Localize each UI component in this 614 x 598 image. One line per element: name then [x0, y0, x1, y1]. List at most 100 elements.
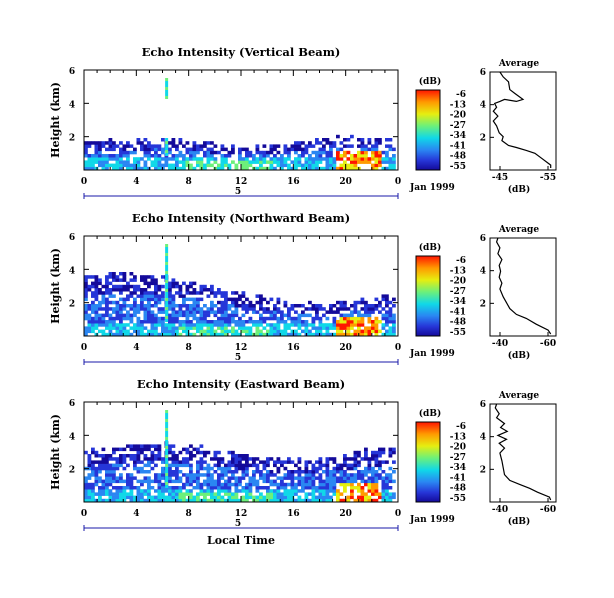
- heatmap-cell: [339, 316, 344, 321]
- heatmap-cell: [262, 473, 267, 477]
- heatmap-cell: [374, 320, 379, 324]
- heatmap-cell: [203, 460, 207, 464]
- heatmap-cell: [213, 157, 218, 161]
- heatmap-cell: [210, 147, 214, 152]
- heatmap-cell: [203, 284, 207, 289]
- panel-title: Echo Intensity (Vertical Beam): [142, 45, 341, 59]
- heatmap-cell: [287, 460, 291, 464]
- heatmap-cell: [231, 470, 235, 474]
- heatmap-cell: [87, 275, 92, 279]
- heatmap-cell: [175, 147, 179, 152]
- heatmap-cell: [329, 498, 333, 503]
- heatmap-cell: [371, 323, 375, 327]
- heatmap-cell: [122, 150, 127, 155]
- heatmap-cell: [294, 144, 298, 148]
- heatmap-cell: [346, 479, 351, 484]
- heatmap-cell: [154, 323, 158, 327]
- heatmap-cell: [304, 479, 309, 484]
- heatmap-cell: [238, 457, 242, 461]
- heatmap-cell: [122, 495, 127, 500]
- heatmap-cell: [143, 326, 148, 330]
- heatmap-cell: [140, 304, 144, 308]
- heatmap-cell: [206, 326, 211, 330]
- heatmap-cell: [203, 329, 207, 334]
- heatmap-cell: [287, 470, 291, 474]
- x-tick-label: 0: [395, 343, 401, 353]
- heatmap-cell: [143, 479, 148, 484]
- average-x-label: -40: [492, 505, 508, 515]
- heatmap-cell: [318, 160, 323, 164]
- heatmap-cell: [241, 495, 246, 500]
- heatmap-cell: [238, 150, 242, 155]
- heatmap-cell: [140, 482, 144, 487]
- heatmap-cell: [339, 141, 344, 145]
- heatmap-cell: [150, 329, 155, 334]
- heatmap-cell: [164, 326, 169, 330]
- heatmap-cell: [91, 470, 95, 474]
- heatmap-cell: [189, 457, 193, 461]
- heatmap-cell: [206, 332, 211, 337]
- heatmap-cell: [304, 495, 309, 500]
- heatmap-cell: [199, 482, 204, 487]
- heatmap-cell: [346, 157, 351, 161]
- heatmap-cell: [126, 304, 130, 308]
- heatmap-cell: [94, 473, 99, 477]
- heatmap-cell: [245, 482, 249, 487]
- heatmap-cell: [304, 460, 309, 464]
- heatmap-cell: [140, 147, 144, 152]
- heatmap-cell: [374, 316, 379, 321]
- heatmap-cell: [325, 498, 330, 503]
- heatmap-cell: [287, 332, 291, 337]
- heatmap-cell: [126, 495, 130, 500]
- heatmap-cell: [220, 147, 225, 152]
- heatmap-cell: [108, 316, 113, 321]
- x-tick-label: 8: [186, 177, 192, 187]
- heatmap-cell: [301, 147, 305, 152]
- heatmap-cell: [165, 93, 169, 96]
- heatmap-cell: [308, 332, 312, 337]
- heatmap-cell: [353, 323, 358, 327]
- heatmap-cell: [388, 495, 393, 500]
- heatmap-cell: [220, 486, 225, 490]
- heatmap-cell: [374, 157, 379, 161]
- heatmap-cell: [101, 479, 106, 484]
- heatmap-cell: [273, 147, 277, 152]
- heatmap-cell: [343, 150, 347, 155]
- heatmap-cell: [192, 297, 197, 302]
- heatmap-cell: [227, 166, 232, 171]
- heatmap-cell: [133, 307, 137, 311]
- heatmap-cell: [276, 316, 281, 321]
- average-y-label: 2: [480, 133, 486, 143]
- heatmap-cell: [311, 332, 316, 337]
- heatmap-cell: [165, 452, 169, 455]
- heatmap-cell: [126, 313, 130, 318]
- heatmap-cell: [206, 310, 211, 314]
- heatmap-cell: [168, 304, 172, 308]
- heatmap-cell: [273, 332, 277, 337]
- heatmap-cell: [231, 297, 235, 302]
- heatmap-cell: [217, 150, 221, 155]
- x-tick-label: 4: [133, 343, 139, 353]
- heatmap-cell: [143, 492, 148, 496]
- heatmap-cell: [192, 144, 197, 148]
- heatmap-cell: [220, 157, 225, 161]
- heatmap-cell: [371, 320, 375, 324]
- heatmap-cell: [206, 492, 211, 496]
- heatmap-cell: [357, 326, 361, 330]
- heatmap-cell: [385, 313, 389, 318]
- heatmap-cell: [357, 320, 361, 324]
- heatmap-cell: [143, 316, 148, 321]
- heatmap-cell: [147, 447, 151, 452]
- heatmap-cell: [304, 160, 309, 164]
- heatmap-cell: [105, 323, 109, 327]
- heatmap-cell: [87, 320, 92, 324]
- heatmap-cell: [388, 157, 393, 161]
- heatmap-cell: [115, 486, 120, 490]
- heatmap-cell: [189, 492, 193, 496]
- heatmap-cell: [290, 479, 295, 484]
- heatmap-cell: [325, 466, 330, 471]
- heatmap-cell: [283, 144, 288, 148]
- heatmap-cell: [290, 144, 295, 148]
- heatmap-cell: [119, 332, 123, 337]
- average-frame: [489, 403, 557, 503]
